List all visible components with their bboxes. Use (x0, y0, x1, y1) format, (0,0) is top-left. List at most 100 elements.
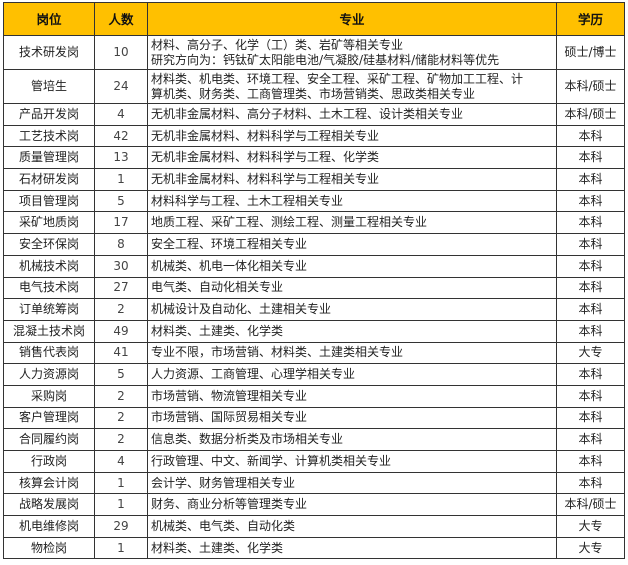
count-cell: 27 (94, 276, 148, 300)
education-cell: 本科 (556, 363, 625, 386)
major-line: 人力资源、工商管理、心理学相关专业 (151, 367, 356, 382)
table-row: 物检岗 1 材料类、土建类、化学类 大专 (3, 536, 625, 560)
position-cell: 技术研发岗 (3, 35, 95, 70)
position-cell: 项目管理岗 (3, 189, 95, 213)
table-row: 采购岗 2 市场营销、物流管理相关专业 本科 (3, 384, 625, 408)
major-cell: 材料科学与工程、土木工程相关专业 (147, 189, 557, 213)
major-cell: 人力资源、工商管理、心理学相关专业 (147, 363, 557, 386)
table-row: 行政岗 4 行政管理、中文、新闻学、计算机类相关专业 本科 (3, 450, 625, 473)
education-cell: 本科 (556, 124, 625, 148)
major-line: 材料类、土建类、化学类 (151, 540, 284, 555)
major-cell: 安全工程、环境工程相关专业 (147, 233, 557, 256)
header-count: 人数 (94, 2, 148, 36)
position-cell: 合同履约岗 (3, 428, 95, 451)
major-line: 机械类、电气类、自动化类 (151, 518, 296, 533)
education-cell: 本科/硕士 (556, 103, 625, 126)
education-cell: 本科 (556, 276, 625, 300)
position-cell: 行政岗 (3, 450, 95, 473)
count-cell: 1 (94, 168, 148, 191)
major-cell: 会计学、财务管理相关专业 (147, 471, 557, 495)
major-cell: 财务、商业分析等管理类专业 (147, 493, 557, 517)
count-cell: 10 (94, 35, 148, 70)
major-cell: 机械类、机电一体化相关专业 (147, 254, 557, 278)
count-cell: 5 (94, 363, 148, 386)
major-line: 研究方向为：钙钛矿太阳能电池/气凝胶/硅基材料/储能材料等优先 (151, 52, 500, 67)
count-cell: 2 (94, 406, 148, 430)
position-cell: 机电维修岗 (3, 515, 95, 538)
major-cell: 地质工程、采矿工程、测绘工程、测量工程相关专业 (147, 211, 557, 235)
count-cell: 2 (94, 384, 148, 408)
education-cell: 大专 (556, 515, 625, 538)
education-cell: 本科 (556, 146, 625, 170)
header-major: 专业 (147, 2, 557, 36)
education-cell: 本科/硕士 (556, 493, 625, 517)
major-line: 安全工程、环境工程相关专业 (151, 236, 308, 251)
major-line: 地质工程、采矿工程、测绘工程、测量工程相关专业 (151, 215, 428, 230)
major-line: 市场营销、国际贸易相关专业 (151, 410, 308, 425)
major-line: 无机非金属材料、材料科学与工程相关专业 (151, 128, 380, 143)
table-row: 客户管理岗 2 市场营销、国际贸易相关专业 本科 (3, 406, 625, 430)
major-cell: 材料类、机电类、环境工程、安全工程、采矿工程、矿物加工工程、计 算机类、财务类、工… (147, 69, 557, 104)
major-line: 材料科学与工程、土木工程相关专业 (151, 193, 344, 208)
major-cell: 专业不限，市场营销、材料类、土建类相关专业 (147, 341, 557, 365)
table-row: 石材研发岗 1 无机非金属材料、材料科学与工程相关专业 本科 (3, 168, 625, 191)
major-cell: 机械类、电气类、自动化类 (147, 515, 557, 538)
table-row: 采矿地质岗 17 地质工程、采矿工程、测绘工程、测量工程相关专业 本科 (3, 211, 625, 235)
position-cell: 采矿地质岗 (3, 211, 95, 235)
position-cell: 销售代表岗 (3, 341, 95, 365)
major-cell: 无机非金属材料、材料科学与工程相关专业 (147, 124, 557, 148)
position-cell: 物检岗 (3, 536, 95, 560)
count-cell: 2 (94, 428, 148, 451)
major-line: 专业不限，市场营销、材料类、土建类相关专业 (151, 345, 404, 360)
position-cell: 电气技术岗 (3, 276, 95, 300)
major-cell: 市场营销、国际贸易相关专业 (147, 406, 557, 430)
recruitment-table: 岗位 人数 专业 学历 技术研发岗 10 材料、高分子、化学（工）类、岩矿等相关专业… (3, 2, 625, 560)
major-line: 算机类、财务类、工商管理类、市场营销类、思政类相关专业 (151, 86, 476, 101)
position-cell: 质量管理岗 (3, 146, 95, 170)
major-cell: 市场营销、物流管理相关专业 (147, 384, 557, 408)
position-cell: 安全环保岗 (3, 233, 95, 256)
table-row: 合同履约岗 2 信息类、数据分析类及市场相关专业 本科 (3, 428, 625, 451)
education-cell: 本科 (556, 319, 625, 343)
table-row: 混凝土技术岗 49 材料类、土建类、化学类 本科 (3, 319, 625, 343)
table-row: 产品开发岗 4 无机非金属材料、高分子材料、土木工程、设计类相关专业 本科/硕士 (3, 103, 625, 126)
position-cell: 核算会计岗 (3, 471, 95, 495)
count-cell: 1 (94, 536, 148, 560)
table-row: 订单统筹岗 2 机械设计及自动化、土建相关专业 本科 (3, 298, 625, 321)
education-cell: 硕士/博士 (556, 35, 625, 70)
major-line: 财务、商业分析等管理类专业 (151, 497, 308, 512)
table-row: 机械技术岗 30 机械类、机电一体化相关专业 本科 (3, 254, 625, 278)
table-row: 质量管理岗 13 无机非金属材料、材料科学与工程、化学类 本科 (3, 146, 625, 170)
education-cell: 本科 (556, 428, 625, 451)
education-cell: 本科 (556, 168, 625, 191)
education-cell: 本科 (556, 254, 625, 278)
count-cell: 17 (94, 211, 148, 235)
count-cell: 4 (94, 103, 148, 126)
count-cell: 30 (94, 254, 148, 278)
position-cell: 采购岗 (3, 384, 95, 408)
major-line: 机械类、机电一体化相关专业 (151, 258, 308, 273)
count-cell: 13 (94, 146, 148, 170)
education-cell: 大专 (556, 536, 625, 560)
major-cell: 行政管理、中文、新闻学、计算机类相关专业 (147, 450, 557, 473)
count-cell: 5 (94, 189, 148, 213)
position-cell: 管培生 (3, 69, 95, 104)
major-line: 无机非金属材料、高分子材料、土木工程、设计类相关专业 (151, 106, 464, 121)
major-cell: 无机非金属材料、材料科学与工程相关专业 (147, 168, 557, 191)
education-cell: 本科 (556, 406, 625, 430)
table-row: 技术研发岗 10 材料、高分子、化学（工）类、岩矿等相关专业 研究方向为：钙钛矿太阳能… (3, 35, 625, 70)
education-cell: 本科 (556, 384, 625, 408)
position-cell: 战略发展岗 (3, 493, 95, 517)
count-cell: 29 (94, 515, 148, 538)
count-cell: 4 (94, 450, 148, 473)
major-cell: 无机非金属材料、材料科学与工程、化学类 (147, 146, 557, 170)
table-row: 电气技术岗 27 电气类、自动化相关专业 本科 (3, 276, 625, 300)
major-line: 材料、高分子、化学（工）类、岩矿等相关专业 (151, 37, 404, 52)
education-cell: 本科 (556, 471, 625, 495)
major-line: 无机非金属材料、材料科学与工程相关专业 (151, 171, 380, 186)
count-cell: 8 (94, 233, 148, 256)
table-row: 战略发展岗 1 财务、商业分析等管理类专业 本科/硕士 (3, 493, 625, 517)
count-cell: 2 (94, 298, 148, 321)
major-line: 机械设计及自动化、土建相关专业 (151, 302, 332, 317)
major-cell: 材料类、土建类、化学类 (147, 536, 557, 560)
